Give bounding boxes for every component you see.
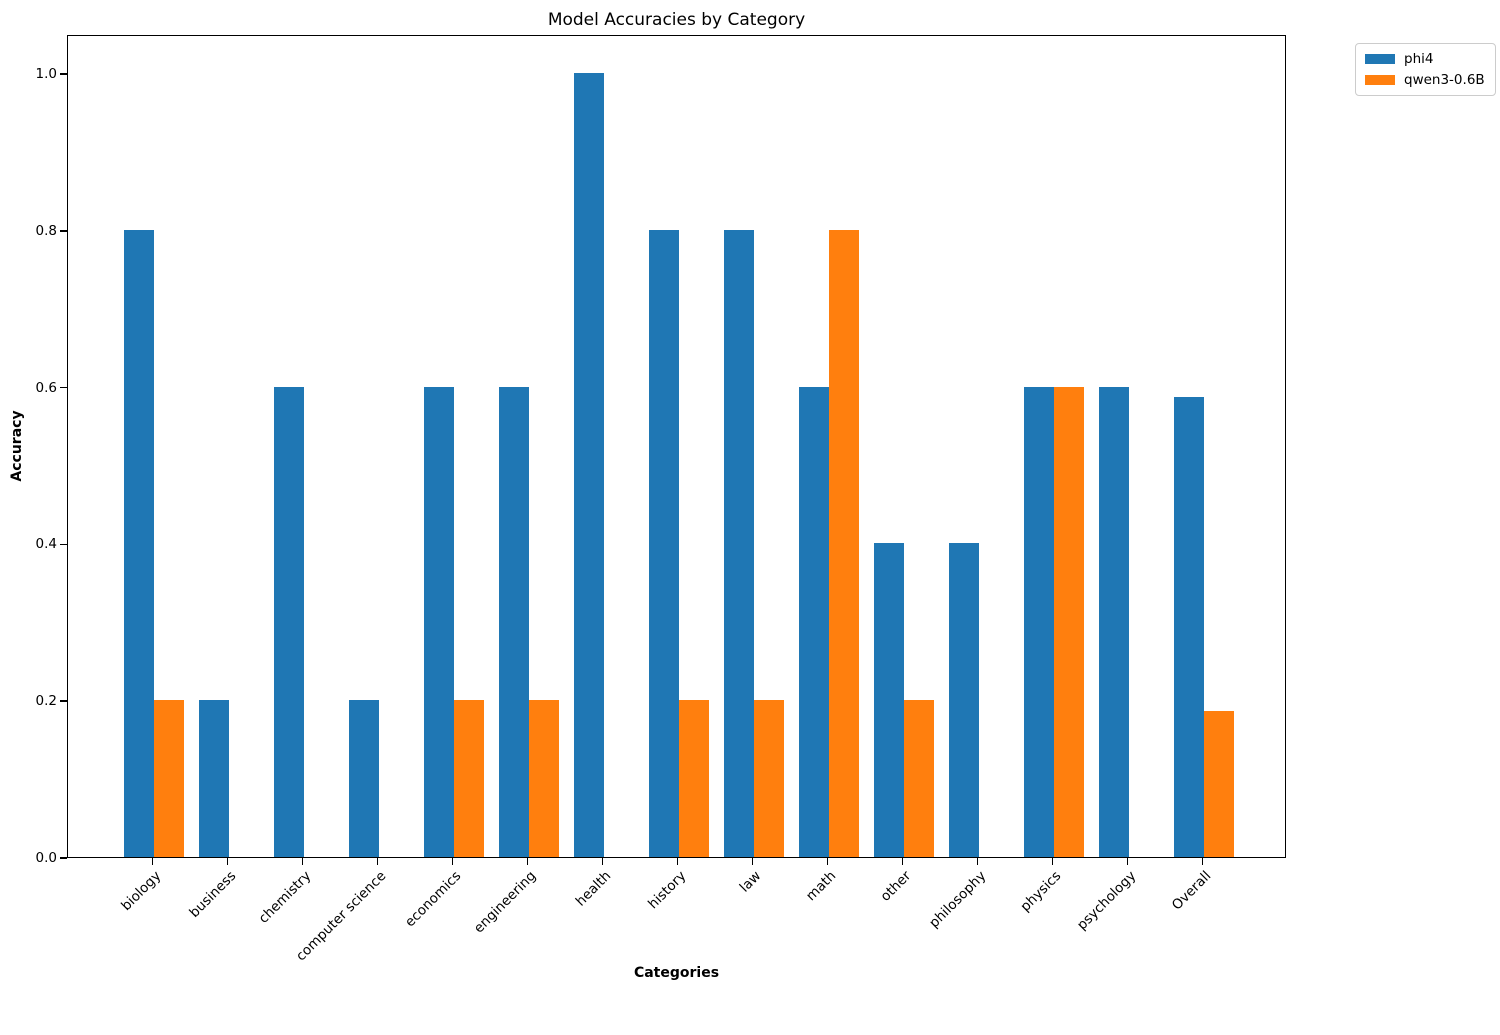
x-tick-mark [451,858,454,865]
x-tick-label: business [185,868,239,921]
x-tick-label: computer science [292,868,389,965]
x-tick-mark [376,858,379,865]
x-tick-label: other [877,868,914,905]
y-tick-mark [60,230,67,232]
y-tick-label: 0.0 [35,850,57,866]
x-tick-mark [226,858,229,865]
legend-entry-phi4: phi4 [1365,51,1485,67]
x-tick-mark [601,858,604,865]
bar-phi4-biology [123,229,154,857]
bar-qwen3-0.6B-engineering [528,700,559,857]
x-tick-mark [151,858,154,865]
bar-phi4-chemistry [273,386,304,857]
bar-qwen3-0.6B-law [753,700,784,857]
bar-qwen3-0.6B-economics [453,700,484,857]
x-tick-mark [526,858,529,865]
y-tick-mark [60,73,67,75]
x-tick-label: psychology [1073,868,1139,934]
x-tick-mark [976,858,979,865]
figure: Model Accuracies by Category Accuracy Ca… [9,10,1496,981]
y-tick-mark [60,543,67,546]
x-tick-label: math [802,868,839,905]
legend-label: phi4 [1404,51,1434,67]
y-tick-mark [60,857,67,859]
bar-phi4-psychology [1098,386,1129,857]
x-tick-label: chemistry [255,868,314,927]
x-tick-label: physics [1016,868,1064,915]
x-tick-label: biology [117,868,164,915]
x-tick-mark [826,858,829,865]
x-tick-label: history [644,868,689,913]
bar-phi4-other [873,543,904,857]
bar-phi4-Overall [1173,397,1204,857]
bar-qwen3-0.6B-other [903,700,934,857]
x-tick-label: health [572,868,614,910]
x-tick-label: philosophy [925,868,989,932]
plot-area [67,35,1286,858]
bar-qwen3-0.6B-math [828,229,859,857]
y-tick-label: 0.6 [35,379,57,396]
bar-qwen3-0.6B-Overall [1203,710,1234,857]
bar-phi4-philosophy [948,543,979,857]
y-tick-mark [60,700,67,702]
x-tick-mark [901,858,904,865]
bar-phi4-physics [1023,386,1054,857]
legend-swatch-icon [1365,75,1395,85]
bar-phi4-law [723,229,754,857]
y-tick-label: 0.8 [35,222,57,239]
x-tick-label: economics [401,868,464,931]
bar-phi4-math [798,386,829,857]
bar-phi4-business [198,700,229,857]
x-tick-label: Overall [1168,868,1214,914]
x-tick-mark [1051,858,1054,865]
x-axis-label: Categories [633,965,720,981]
y-tick-label: 0.4 [35,536,57,553]
chart-title: Model Accuracies by Category [547,10,806,30]
bar-qwen3-0.6B-physics [1053,386,1084,857]
y-tick-mark [60,386,67,389]
y-tick-label: 1.0 [35,66,57,83]
bar-qwen3-0.6B-biology [153,700,184,857]
x-tick-mark [751,858,754,865]
x-tick-label: engineering [470,868,539,937]
bar-phi4-computer-science [348,700,379,857]
x-tick-mark [1126,858,1129,865]
legend-entry-qwen3-0.6B: qwen3-0.6B [1365,72,1485,88]
bar-qwen3-0.6B-history [678,700,709,857]
bar-phi4-engineering [498,386,529,857]
bar-phi4-economics [423,386,454,857]
bar-phi4-health [573,73,604,857]
x-tick-mark [301,858,304,865]
legend: phi4 qwen3-0.6B [1355,43,1496,96]
x-tick-mark [1201,858,1204,865]
bar-phi4-history [648,229,679,857]
x-tick-mark [676,858,679,865]
y-tick-label: 0.2 [35,693,57,710]
x-tick-label: law [736,868,764,896]
y-axis-label: Accuracy [9,410,25,482]
legend-swatch-icon [1365,54,1395,64]
legend-label: qwen3-0.6B [1404,72,1485,88]
